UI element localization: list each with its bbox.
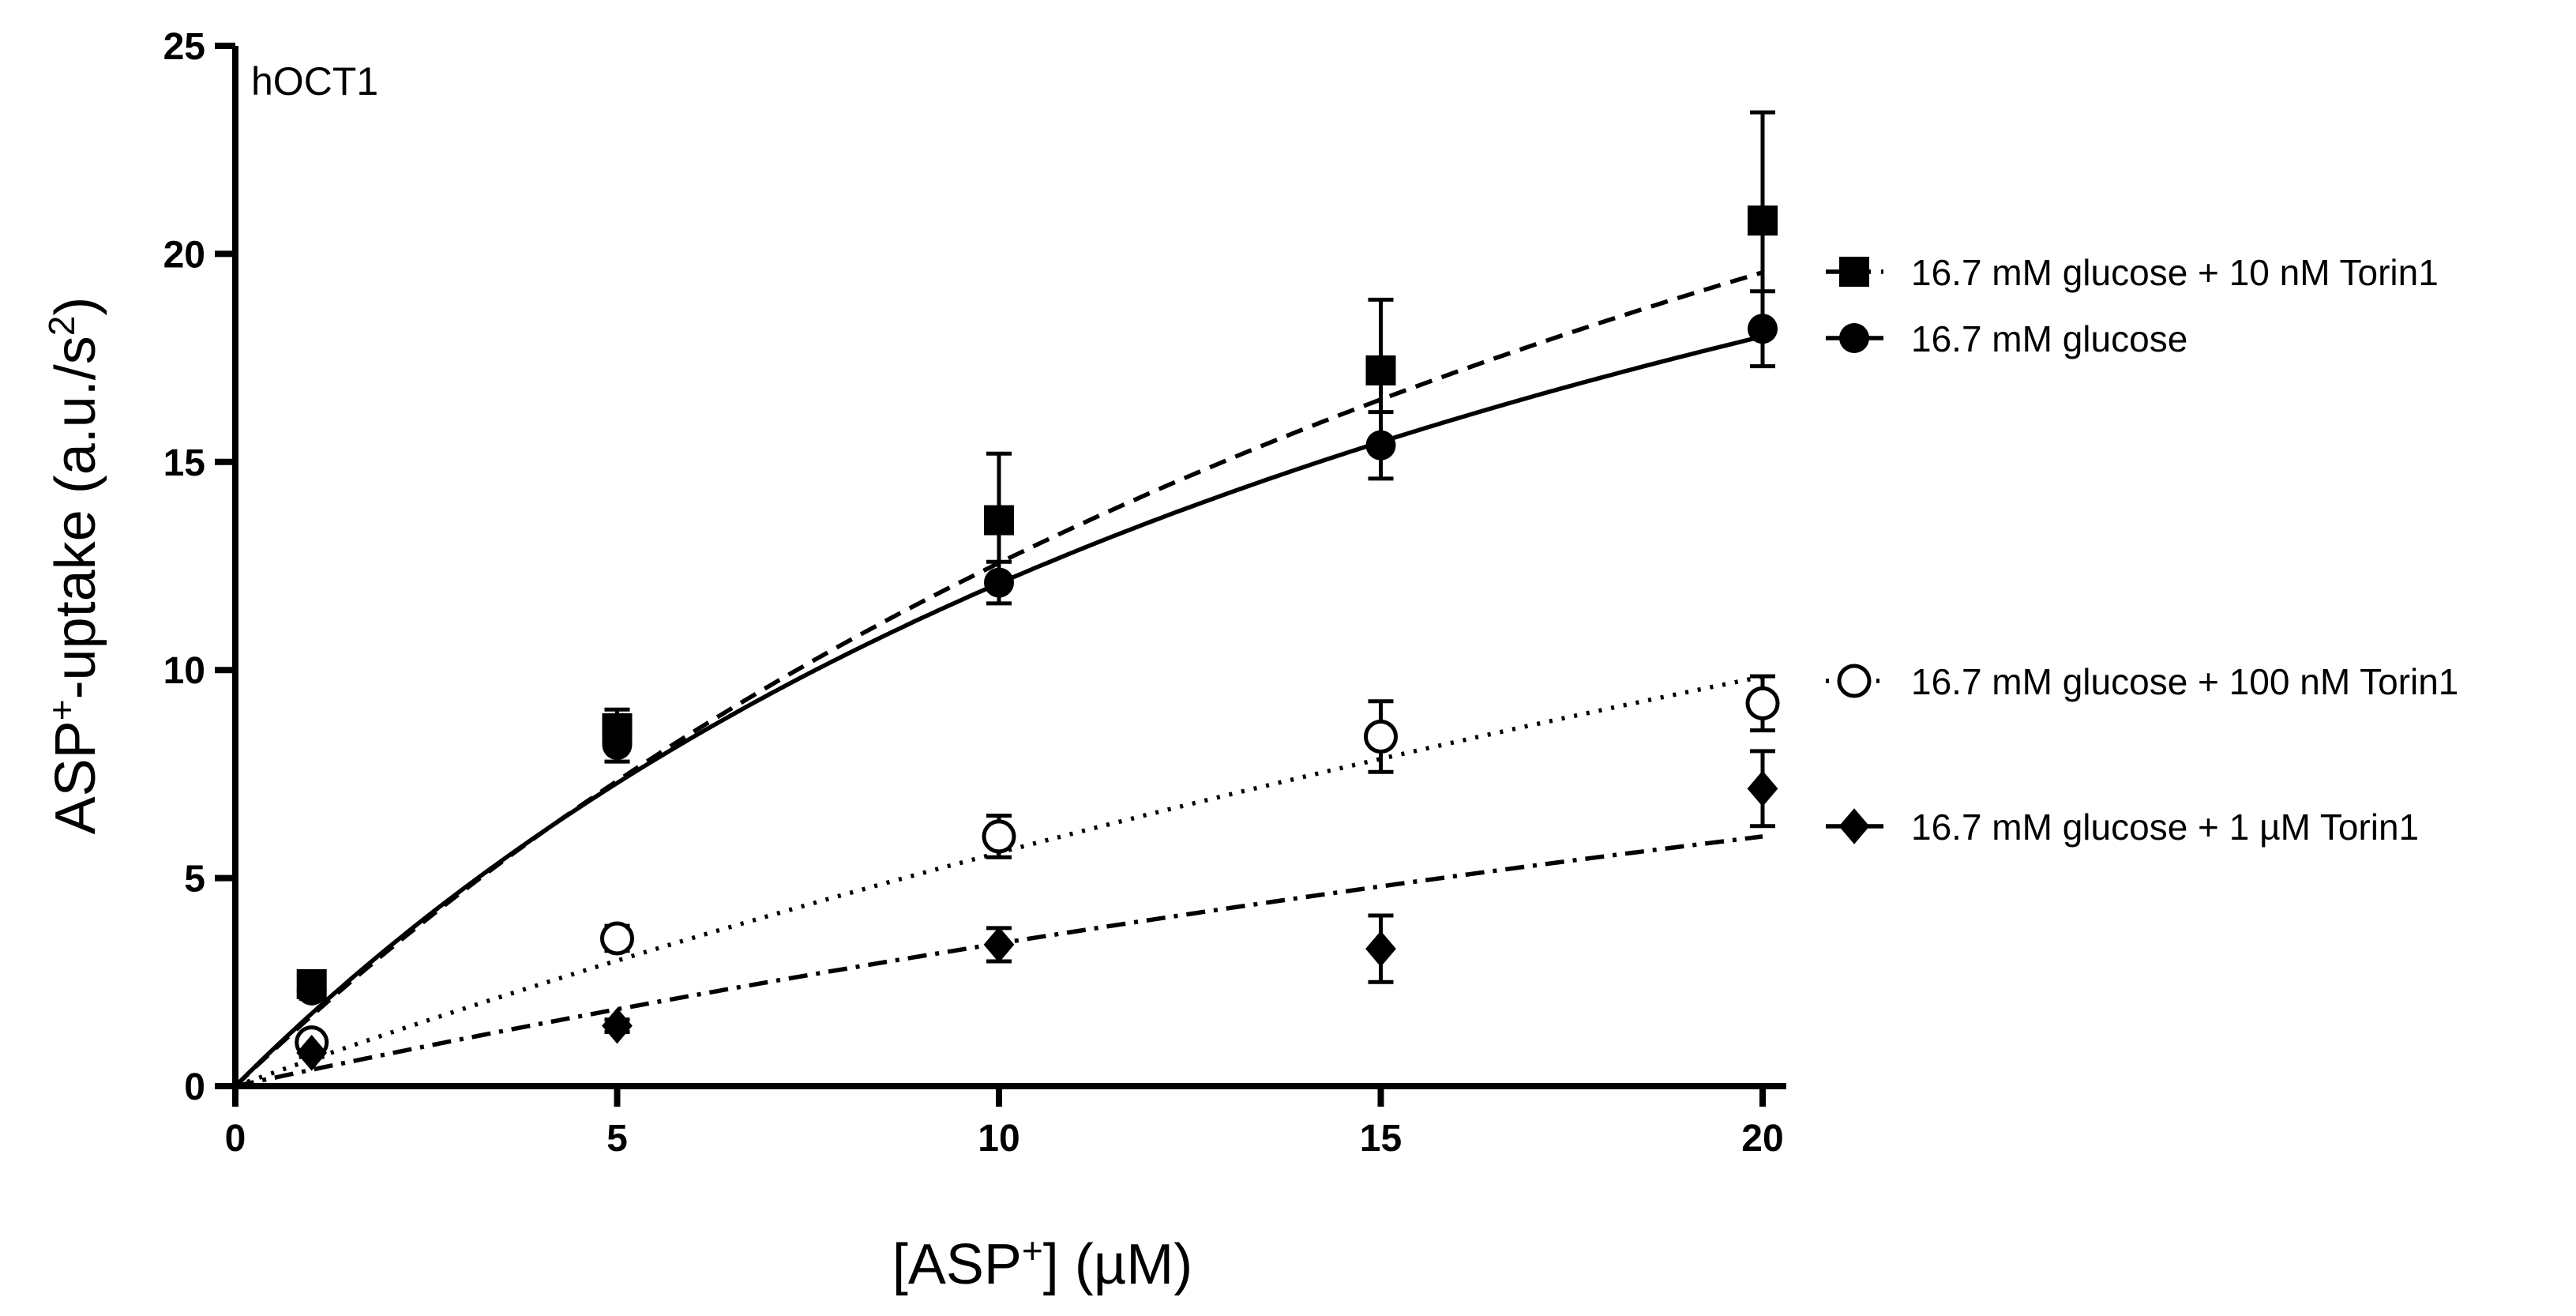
- data-point-circle: [984, 567, 1014, 598]
- legend-marker-square: [1839, 257, 1869, 287]
- legend-item: 16.7 mM glucose: [1826, 318, 2187, 359]
- y-tick-label: 5: [184, 859, 205, 901]
- legend-label: 16.7 mM glucose + 100 nM Torin1: [1911, 661, 2458, 702]
- y-axis-title: ASP+-uptake (a.u./s2): [41, 297, 107, 835]
- data-point-diamond: [1365, 931, 1396, 967]
- fit-curves: [234, 270, 1763, 1089]
- data-point-square: [1748, 205, 1778, 236]
- y-tick-label: 10: [163, 650, 205, 692]
- legend-label: 16.7 mM glucose + 10 nM Torin1: [1911, 252, 2439, 293]
- data-point-diamond: [296, 1035, 328, 1071]
- y-tick-label: 20: [163, 234, 205, 276]
- data-point-square: [1365, 355, 1396, 385]
- x-tick-label: 10: [978, 1118, 1020, 1160]
- data-point-circle-open: [600, 921, 634, 956]
- y-tick-label: 25: [163, 26, 205, 68]
- data-point-circle: [296, 975, 327, 1006]
- error-bars: [299, 110, 1775, 1059]
- data-markers: [295, 205, 1780, 1071]
- y-tick-label: 15: [163, 442, 205, 484]
- data-point-circle: [1365, 430, 1396, 461]
- axis-ticks: 0 5 10 15 20 0 5 10 15 20 25: [163, 26, 1784, 1160]
- data-point-diamond: [1747, 770, 1778, 807]
- data-point-circle-open: [1364, 719, 1398, 754]
- data-point-square: [984, 505, 1014, 536]
- y-tick-label: 0: [184, 1066, 205, 1108]
- data-point-circle: [1748, 314, 1778, 344]
- legend-marker-circle-open: [1837, 664, 1872, 698]
- legend: 16.7 mM glucose + 10 nM Torin1 16.7 mM gl…: [1826, 252, 2458, 848]
- legend-label: 16.7 mM glucose + 1 µM Torin1: [1911, 807, 2419, 848]
- legend-item: 16.7 mM glucose + 100 nM Torin1: [1826, 661, 2458, 702]
- data-point-circle: [602, 730, 633, 761]
- annotation: hOCT1: [251, 59, 378, 103]
- legend-item: 16.7 mM glucose + 1 µM Torin1: [1826, 807, 2419, 848]
- data-point-diamond: [602, 1007, 633, 1044]
- x-tick-label: 15: [1360, 1118, 1402, 1160]
- x-axis-title: [ASP+] (µM): [892, 1230, 1192, 1296]
- x-tick-label: 0: [225, 1118, 246, 1160]
- data-point-diamond: [983, 927, 1015, 963]
- fit-curve: [235, 674, 1763, 1089]
- data-point-circle-open: [982, 819, 1016, 854]
- data-point-circle-open: [1745, 686, 1780, 720]
- legend-label: 16.7 mM glucose: [1911, 318, 2187, 359]
- legend-marker-circle: [1839, 323, 1869, 353]
- legend-item: 16.7 mM glucose + 10 nM Torin1: [1826, 252, 2439, 293]
- legend-marker-diamond: [1838, 808, 1870, 844]
- fit-curve: [234, 334, 1763, 1088]
- x-tick-label: 20: [1741, 1118, 1783, 1160]
- x-tick-label: 5: [606, 1118, 628, 1160]
